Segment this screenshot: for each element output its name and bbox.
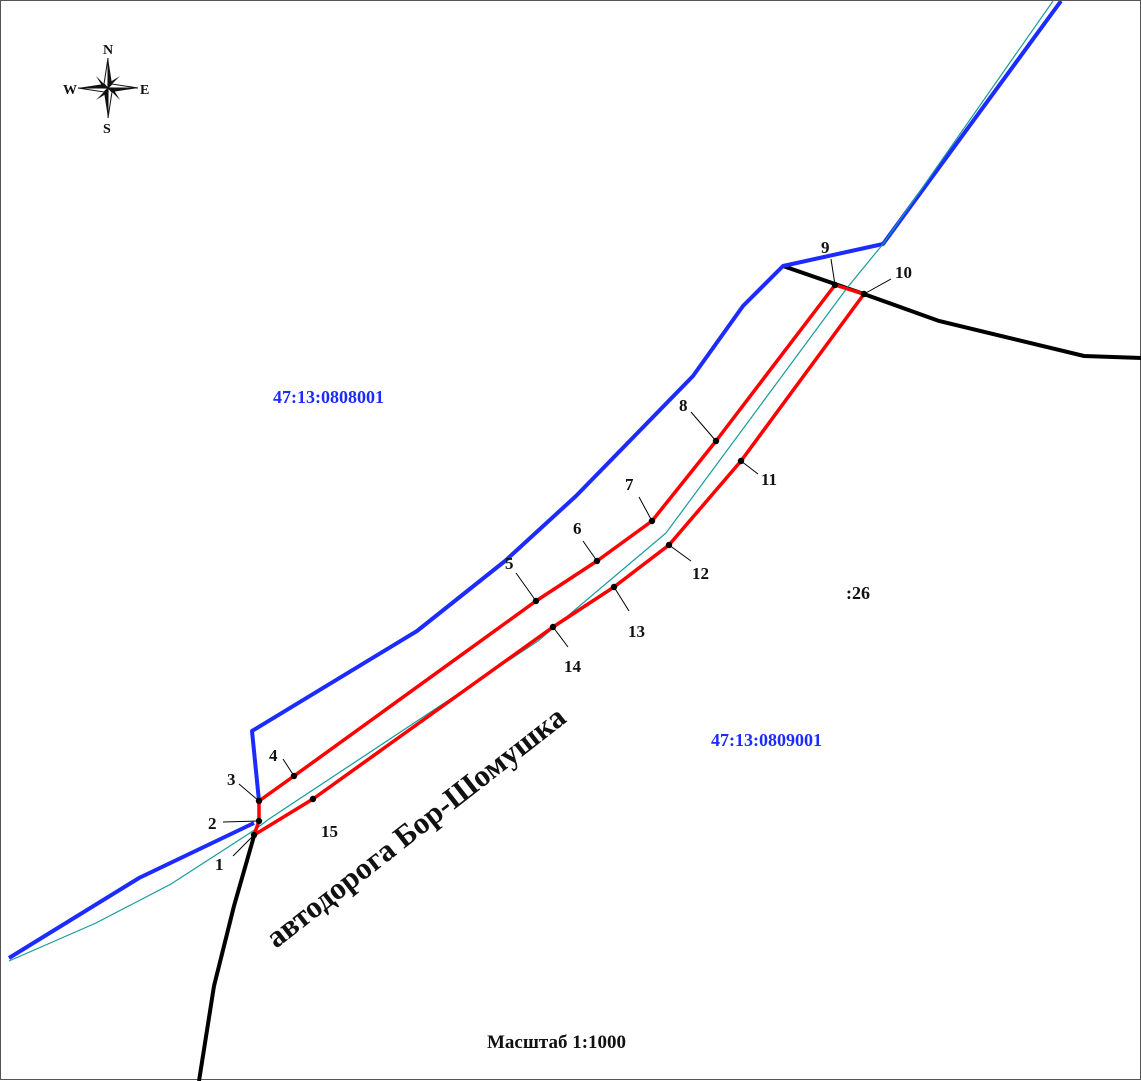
plot-boundary (252, 283, 866, 837)
point-label-8: 8 (679, 396, 688, 415)
point-label-2: 2 (208, 814, 217, 833)
black-boundary-line-south (197, 835, 256, 1081)
point-label-13: 13 (628, 622, 645, 641)
point-label-15: 15 (321, 822, 338, 841)
parcel-label-north: 47:13:0808001 (273, 387, 384, 407)
parcel-label-south: 47:13:0809001 (711, 730, 822, 750)
point-label-4: 4 (269, 746, 278, 765)
point-label-11: 11 (761, 470, 777, 489)
point-label-9: 9 (821, 238, 830, 257)
point-label-12: 12 (692, 564, 709, 583)
point-label-5: 5 (505, 554, 514, 573)
road-centerline (8, 1, 1054, 962)
compass-north-letter: N (103, 43, 113, 58)
road-name-label: автодорога Бор-Шомушка (259, 699, 573, 955)
compass-east-letter: E (140, 83, 149, 98)
black-boundary-line-east (782, 264, 1141, 360)
point-label-10: 10 (895, 263, 912, 282)
point-label-6: 6 (573, 519, 582, 538)
compass-south-letter: S (103, 122, 111, 137)
compass-rose-icon (77, 57, 139, 119)
blue-parcel-boundary-southwest (7, 821, 255, 960)
point-label-3: 3 (227, 770, 236, 789)
point-label-7: 7 (625, 475, 634, 494)
neighbor-label: :26 (846, 583, 870, 603)
point-label-1: 1 (215, 855, 224, 874)
blue-parcel-boundary (250, 1, 1063, 802)
scale-label: Масштаб 1:1000 (487, 1032, 626, 1053)
label-leader-lines (222, 258, 892, 857)
compass-west-letter: W (63, 83, 77, 98)
point-label-14: 14 (564, 657, 582, 676)
